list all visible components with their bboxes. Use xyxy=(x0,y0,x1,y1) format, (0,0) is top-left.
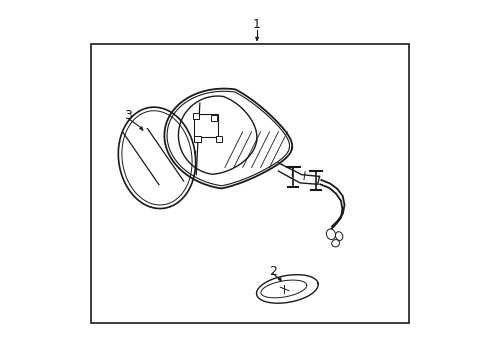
Ellipse shape xyxy=(325,229,335,239)
Bar xyxy=(194,114,217,137)
Bar xyxy=(194,136,201,143)
Bar xyxy=(91,44,408,323)
Text: 2: 2 xyxy=(268,265,276,278)
Bar xyxy=(210,114,217,121)
Ellipse shape xyxy=(335,232,342,240)
Bar xyxy=(192,113,199,119)
Text: 1: 1 xyxy=(253,18,261,31)
Text: 3: 3 xyxy=(124,109,132,122)
Ellipse shape xyxy=(331,240,339,247)
Bar xyxy=(216,136,222,143)
